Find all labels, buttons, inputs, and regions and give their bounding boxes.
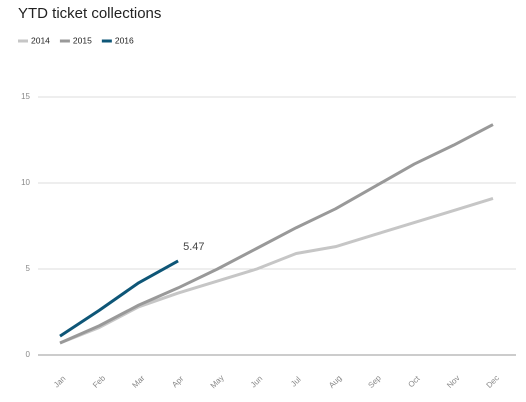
x-tick-label: Feb — [91, 373, 108, 390]
series-line — [59, 197, 494, 345]
x-tick-label: Apr — [170, 374, 185, 389]
x-tick-label: Aug — [327, 374, 343, 390]
x-tick-label: Jan — [52, 374, 67, 389]
chart-title: YTD ticket collections — [18, 5, 161, 22]
series-line — [59, 123, 494, 345]
legend-label: 2014 — [31, 35, 50, 45]
x-tick-label: Sep — [366, 373, 383, 390]
x-tick-label: Nov — [445, 374, 461, 390]
y-tick-label: 10 — [21, 178, 30, 187]
x-tick-label: Dec — [485, 374, 501, 390]
legend-label: 2015 — [73, 35, 92, 45]
x-tick-label: Jul — [289, 375, 303, 389]
series-line — [59, 259, 179, 338]
y-tick-label: 5 — [26, 264, 31, 273]
x-tick-label: Oct — [406, 374, 422, 390]
x-tick-label: May — [209, 373, 226, 390]
legend-label: 2016 — [115, 35, 134, 45]
y-tick-label: 0 — [26, 350, 31, 359]
x-tick-label: Jun — [249, 374, 264, 389]
x-tick-label: Mar — [130, 373, 146, 389]
y-tick-label: 15 — [21, 92, 30, 101]
data-label: 5.47 — [183, 241, 204, 253]
